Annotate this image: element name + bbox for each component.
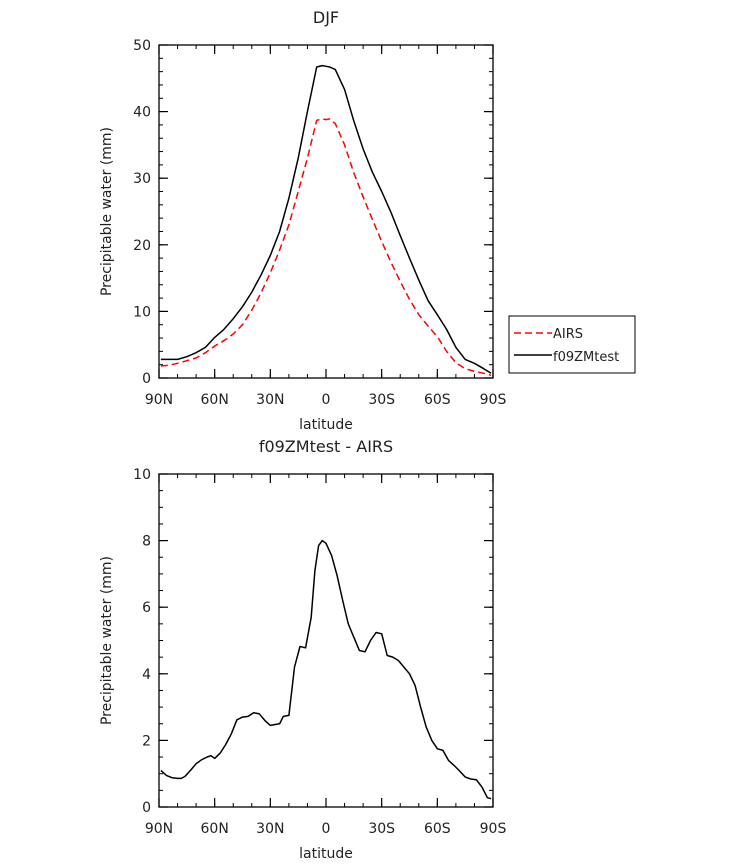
x-tick-label: 30S bbox=[368, 821, 395, 837]
y-tick-label: 2 bbox=[142, 733, 151, 749]
x-tick-label: 60S bbox=[424, 821, 451, 837]
tick-group bbox=[158, 44, 494, 379]
x-tick-label: 0 bbox=[322, 392, 331, 408]
chart-title: f09ZMtest - AIRS bbox=[259, 437, 393, 456]
legend-entry-f09zmtest: f09ZMtest bbox=[553, 350, 619, 365]
chart-panel-difference: f09ZMtest - AIRS 0 2 4 6 8 10 90N 60N 30N 0 30S 60S… bbox=[99, 437, 506, 862]
legend: AIRS f09ZMtest bbox=[508, 315, 636, 374]
x-tick-label: 0 bbox=[322, 821, 331, 837]
x-tick-label: 30S bbox=[368, 392, 395, 408]
chart-panel-djf: DJF 0 10 20 30 40 50 90N 60N 30N 0 30S 60S 90S latit… bbox=[99, 8, 636, 433]
y-tick-label: 0 bbox=[142, 371, 151, 387]
x-tick-label: 90N bbox=[145, 821, 173, 837]
y-tick-label: 50 bbox=[133, 38, 151, 54]
series-line-f09zmtest bbox=[160, 64, 492, 374]
x-tick-label: 30N bbox=[256, 821, 284, 837]
y-tick-label: 30 bbox=[133, 171, 151, 187]
x-axis-label: latitude bbox=[299, 417, 353, 433]
x-tick-label: 60N bbox=[201, 821, 229, 837]
series-group bbox=[160, 64, 492, 377]
y-tick-label: 20 bbox=[133, 238, 151, 254]
y-axis-label: Precipitable water (mm) bbox=[99, 556, 115, 725]
legend-box bbox=[508, 315, 636, 374]
x-tick-label: 90N bbox=[145, 392, 173, 408]
x-axis-label: latitude bbox=[299, 846, 353, 862]
y-tick-label: 10 bbox=[133, 467, 151, 483]
y-tick-label: 4 bbox=[142, 667, 151, 683]
series-line-f09zmtest-airs bbox=[160, 539, 492, 800]
tick-label-group: 0 10 20 30 40 50 90N 60N 30N 0 30S 60S 90S bbox=[133, 38, 506, 408]
x-tick-label: 90S bbox=[480, 392, 507, 408]
chart-title: DJF bbox=[313, 8, 339, 27]
x-tick-label: 60N bbox=[201, 392, 229, 408]
y-tick-label: 10 bbox=[133, 304, 151, 320]
y-tick-label: 40 bbox=[133, 105, 151, 121]
x-tick-label: 60S bbox=[424, 392, 451, 408]
y-tick-label: 0 bbox=[142, 800, 151, 816]
y-tick-label: 6 bbox=[142, 600, 151, 616]
series-group bbox=[160, 539, 492, 800]
x-tick-label: 30N bbox=[256, 392, 284, 408]
series-line-airs bbox=[160, 118, 492, 377]
y-tick-label: 8 bbox=[142, 534, 151, 550]
tick-label-group: 0 2 4 6 8 10 90N 60N 30N 0 30S 60S 90S bbox=[133, 467, 506, 837]
tick-group bbox=[158, 473, 494, 808]
legend-entry-airs: AIRS bbox=[553, 327, 583, 342]
y-axis-label: Precipitable water (mm) bbox=[99, 127, 115, 296]
plot-frame bbox=[158, 44, 494, 379]
x-tick-label: 90S bbox=[480, 821, 507, 837]
